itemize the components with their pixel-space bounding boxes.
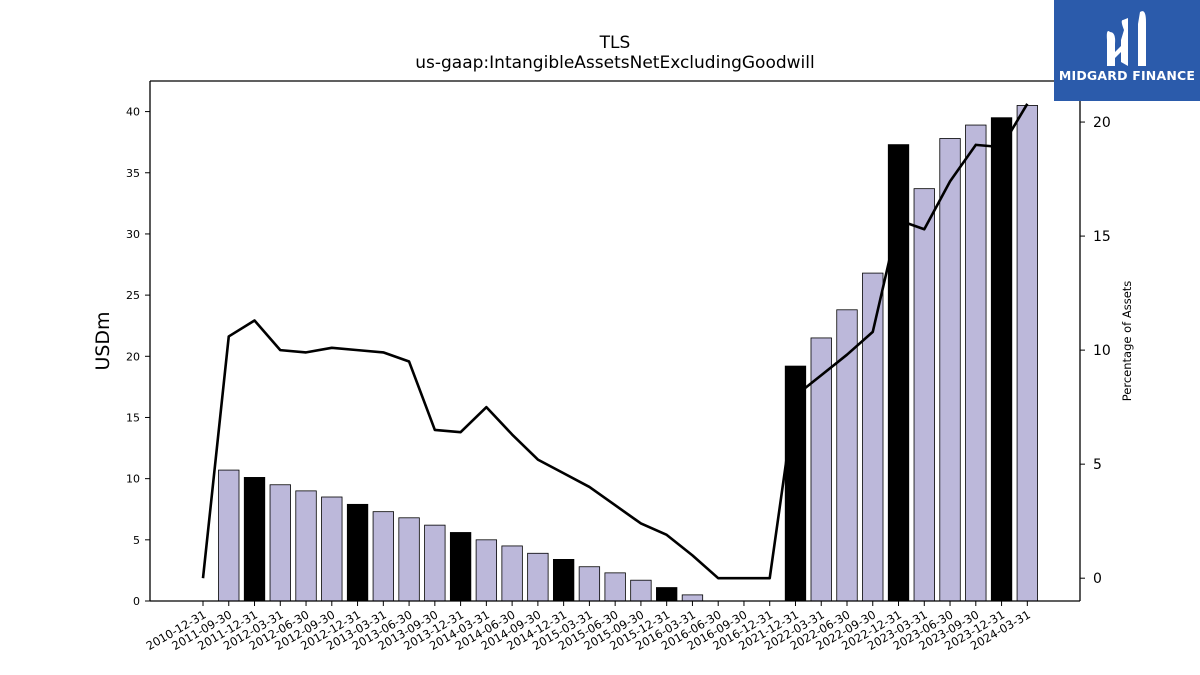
- left-tick-label: 10: [126, 473, 140, 486]
- bar: [887, 144, 910, 602]
- bar: [1016, 105, 1038, 602]
- y-axis-label-right: Percentage of Assets: [1120, 281, 1134, 402]
- bar: [243, 477, 266, 602]
- bar: [939, 138, 961, 602]
- bar: [398, 517, 420, 602]
- left-tick-label: 30: [126, 228, 140, 241]
- bar: [449, 532, 472, 602]
- bar: [321, 496, 343, 602]
- brand-logo: MIDGARD FINANCE: [1054, 0, 1200, 101]
- y-axis-label-left: USDm: [92, 311, 114, 370]
- left-tick-label: 0: [133, 595, 140, 608]
- bar: [681, 594, 704, 602]
- bar: [346, 503, 369, 602]
- left-tick-label: 5: [133, 534, 140, 547]
- left-tick-label: 40: [126, 106, 140, 119]
- bar: [372, 511, 394, 602]
- right-tick-label: 5: [1093, 457, 1102, 473]
- left-tick-label: 25: [126, 289, 140, 302]
- bar: [424, 524, 446, 602]
- bar: [578, 566, 601, 602]
- bar: [965, 124, 987, 602]
- left-tick-label: 35: [126, 167, 140, 180]
- bar: [527, 552, 549, 602]
- bar: [218, 469, 240, 602]
- right-tick-label: 10: [1093, 343, 1111, 359]
- bar: [501, 545, 523, 602]
- bar: [552, 559, 575, 602]
- bar: [295, 490, 317, 602]
- chart-title: TLS: [599, 33, 631, 53]
- percentage-line: [201, 103, 1029, 580]
- logo-mark-icon: [1106, 11, 1146, 66]
- right-tick-label: 20: [1093, 115, 1111, 131]
- left-tick-label: 20: [126, 350, 140, 363]
- chart-subtitle: us-gaap:IntangibleAssetsNetExcludingGood…: [415, 53, 815, 73]
- left-tick-label: 15: [126, 411, 140, 424]
- bar: [810, 337, 832, 602]
- bar: [913, 188, 935, 602]
- bar: [604, 572, 626, 602]
- bar: [862, 272, 884, 602]
- bar: [656, 587, 678, 602]
- bar: [990, 117, 1013, 602]
- bar: [269, 484, 291, 602]
- right-tick-label: 0: [1093, 571, 1102, 587]
- right-tick-label: 15: [1093, 229, 1111, 245]
- bar: [630, 579, 652, 602]
- logo-text: MIDGARD FINANCE: [1058, 68, 1196, 83]
- bar: [475, 539, 498, 602]
